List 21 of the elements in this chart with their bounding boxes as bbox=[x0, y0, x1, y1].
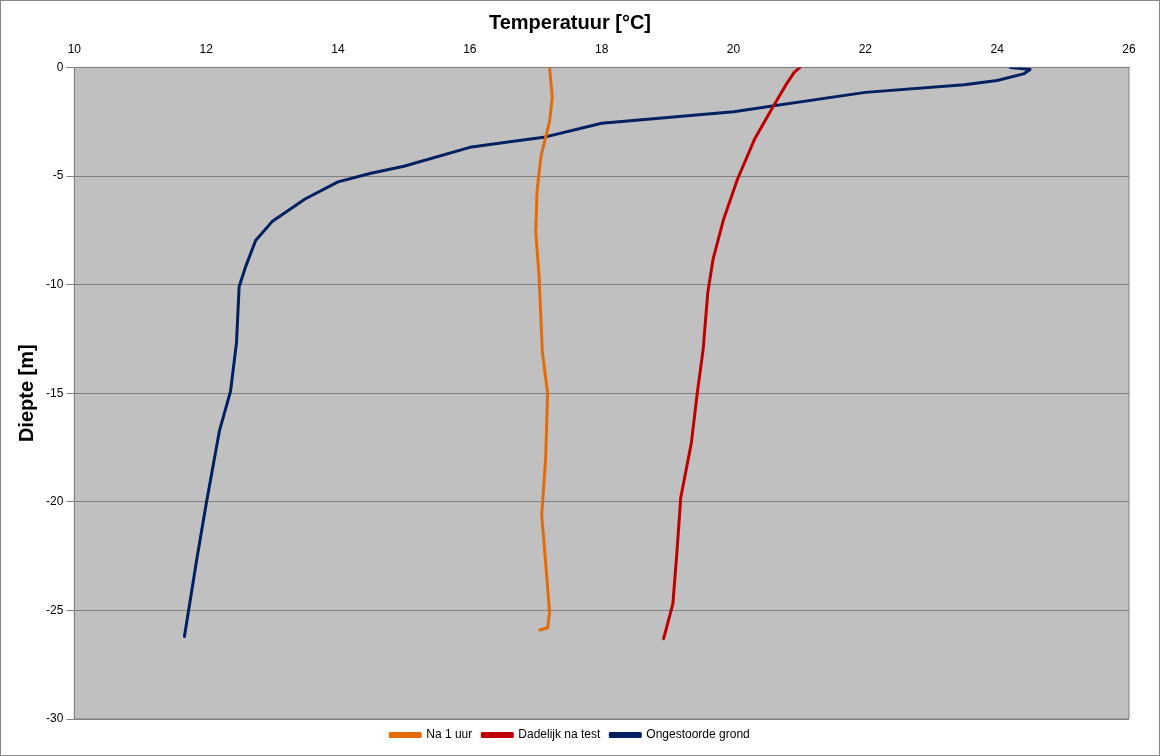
x-tick-label: 18 bbox=[594, 41, 609, 56]
x-tick-label: 26 bbox=[1122, 41, 1136, 56]
x-tick-label: 12 bbox=[199, 41, 214, 56]
x-tick-label: 20 bbox=[726, 41, 741, 56]
x-tick-label: 14 bbox=[331, 41, 345, 56]
x-tick-label: 24 bbox=[990, 41, 1005, 56]
y-tick-label: -20 bbox=[46, 494, 64, 509]
y-tick-label: -30 bbox=[46, 711, 64, 726]
x-tick-label: 16 bbox=[463, 41, 477, 56]
legend-label: Ongestoorde grond bbox=[646, 727, 750, 742]
y-tick-label: -15 bbox=[46, 385, 64, 400]
x-tick-label: 22 bbox=[858, 41, 873, 56]
legend-label: Na 1 uur bbox=[426, 727, 473, 742]
y-tick-label: -10 bbox=[46, 276, 64, 291]
chart-title: Temperatuur [°C] bbox=[488, 10, 652, 33]
y-tick-label: -5 bbox=[52, 168, 64, 183]
legend-label: Dadelijk na test bbox=[518, 727, 601, 742]
y-tick-label: 0 bbox=[56, 59, 64, 74]
x-tick-label: 10 bbox=[67, 41, 82, 56]
y-axis-title: Diepte [m] bbox=[14, 344, 37, 443]
y-tick-label: -25 bbox=[46, 602, 64, 617]
